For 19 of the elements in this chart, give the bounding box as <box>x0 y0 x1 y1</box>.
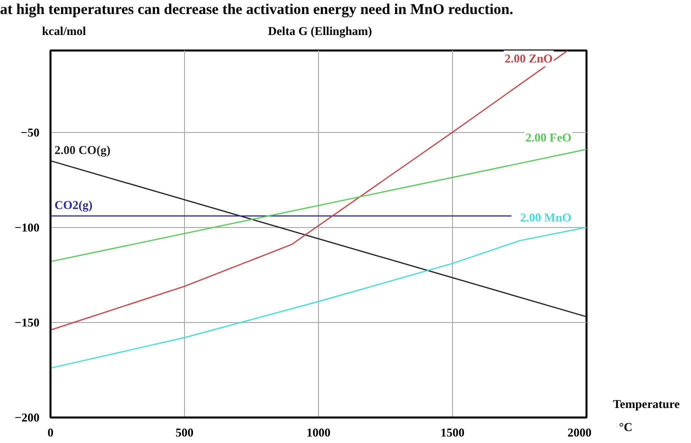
y-tick-label: −150 <box>14 315 40 330</box>
line-series <box>50 226 586 369</box>
x-tick-label: 1000 <box>306 426 330 440</box>
series-label: 2.00 CO(g) <box>54 142 110 157</box>
y-axis-title: kcal/mol <box>42 23 86 40</box>
series-label: CO2(g) <box>54 198 92 212</box>
series-label: 2.00 FeO <box>526 130 572 144</box>
y-tick-label: −200 <box>14 410 40 424</box>
series-label: 2.00 MnO <box>520 210 572 224</box>
x-tick-label: 2000 <box>568 426 592 440</box>
series-label: 2.00 ZnO <box>504 52 553 66</box>
x-tick-label: 1500 <box>440 426 464 440</box>
x-tick-label: 500 <box>176 426 194 440</box>
text: at high temperatures can decrease the activation energy need in MnO reduction. <box>0 1 514 20</box>
chart-title: Delta G (Ellingham) <box>268 23 372 40</box>
x-tick-label: 0 <box>48 426 54 440</box>
y-tick-label: −50 <box>20 125 40 140</box>
x-axis-title: Temperature °C <box>613 396 680 436</box>
y-tick-label: −100 <box>14 220 40 234</box>
